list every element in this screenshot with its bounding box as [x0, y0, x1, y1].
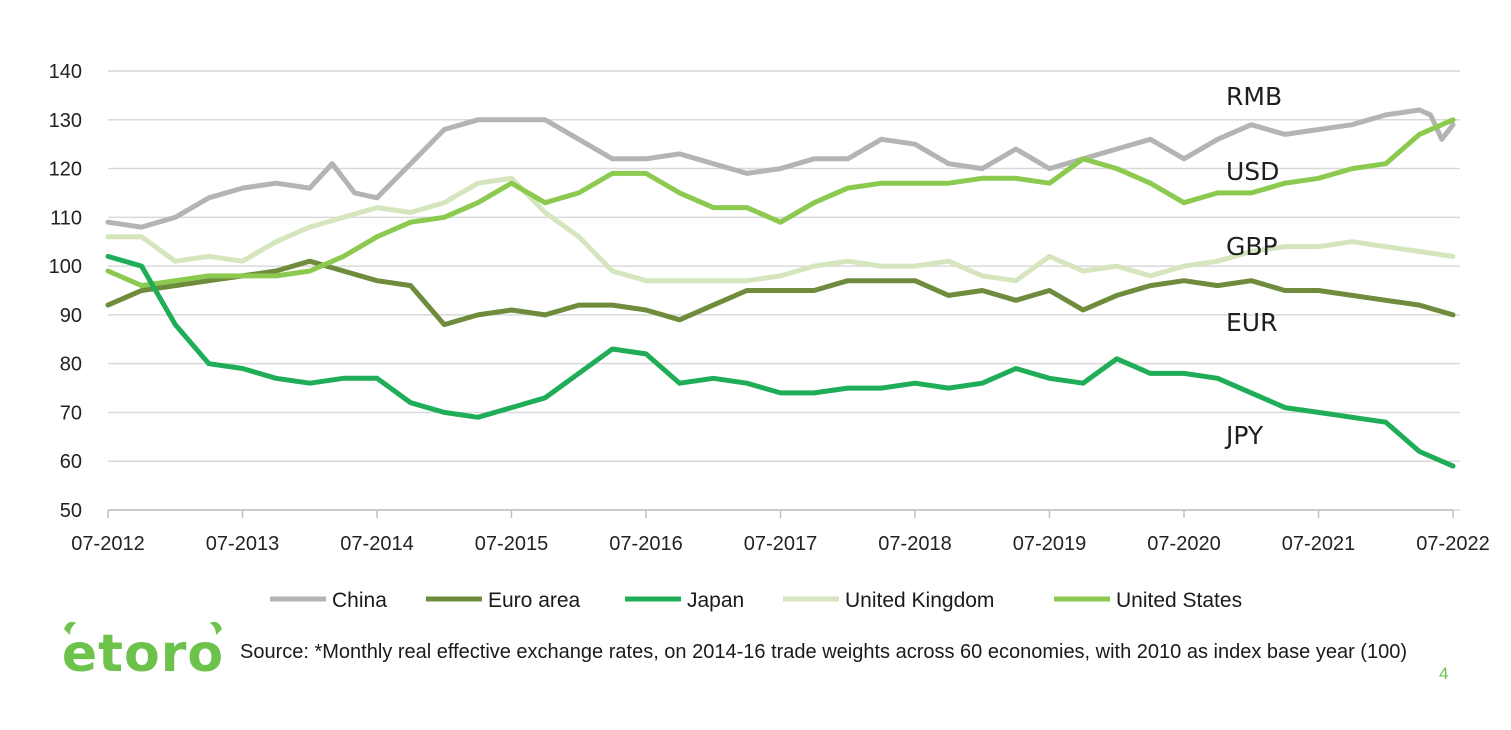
y-tick-label: 100 [49, 256, 82, 278]
series-line-united-kingdom [105, 175, 1456, 284]
source-note: Source: *Monthly real effective exchange… [240, 641, 1407, 663]
annotation-jpy: JPY [1224, 421, 1264, 450]
legend-label: China [332, 589, 387, 612]
x-tick-label: 07-2022 [1416, 533, 1489, 555]
legend: China Euro area Japan United Kingdom United … [270, 589, 1242, 612]
legend-label: Euro area [488, 589, 581, 612]
y-tick-label: 110 [50, 207, 82, 229]
legend-label: Japan [687, 589, 744, 612]
etoro-logo: etoro [58, 617, 228, 687]
legend-label: United Kingdom [845, 589, 994, 612]
x-tick-label: 07-2021 [1282, 533, 1355, 555]
series-lines [105, 107, 1456, 469]
series-line-euro-area [105, 258, 1456, 328]
x-axis: 07-2012 07-2013 07-2014 07-2015 07-2016 07-20… [71, 509, 1490, 555]
x-tick-label: 07-2012 [71, 533, 144, 555]
x-tick-label: 07-2020 [1147, 533, 1220, 555]
y-tick-label: 80 [60, 354, 82, 376]
annotation-eur: EUR [1226, 308, 1277, 337]
x-tick-label: 07-2018 [878, 533, 951, 555]
series-line-china [105, 107, 1456, 230]
y-tick-label: 120 [49, 159, 82, 181]
series-line-united-states [105, 117, 1456, 289]
page-number: 4 [1439, 664, 1449, 683]
series-annotations: RMB USD GBP EUR JPY [1224, 82, 1282, 450]
annotation-rmb: RMB [1226, 82, 1282, 111]
series-line-japan [105, 253, 1456, 469]
x-tick-label: 07-2016 [609, 533, 682, 555]
x-tick-label: 07-2017 [744, 533, 817, 555]
x-tick-label: 07-2013 [206, 533, 279, 555]
y-tick-label: 130 [49, 110, 82, 132]
x-tick-label: 07-2019 [1013, 533, 1086, 555]
legend-label: United States [1116, 589, 1242, 612]
y-tick-label: 70 [60, 402, 82, 424]
annotation-usd: USD [1226, 157, 1279, 186]
y-tick-label: 60 [60, 451, 82, 473]
y-axis-ticks: 50 60 70 80 90 100 110 120 130 140 [49, 61, 82, 522]
x-tick-label: 07-2014 [340, 533, 413, 555]
annotation-gbp: GBP [1226, 232, 1278, 261]
x-tick-label: 07-2015 [475, 533, 548, 555]
y-tick-label: 50 [60, 500, 82, 522]
y-tick-label: 140 [49, 61, 82, 83]
logo-wordmark: etoro [62, 624, 224, 684]
y-tick-label: 90 [60, 305, 82, 327]
